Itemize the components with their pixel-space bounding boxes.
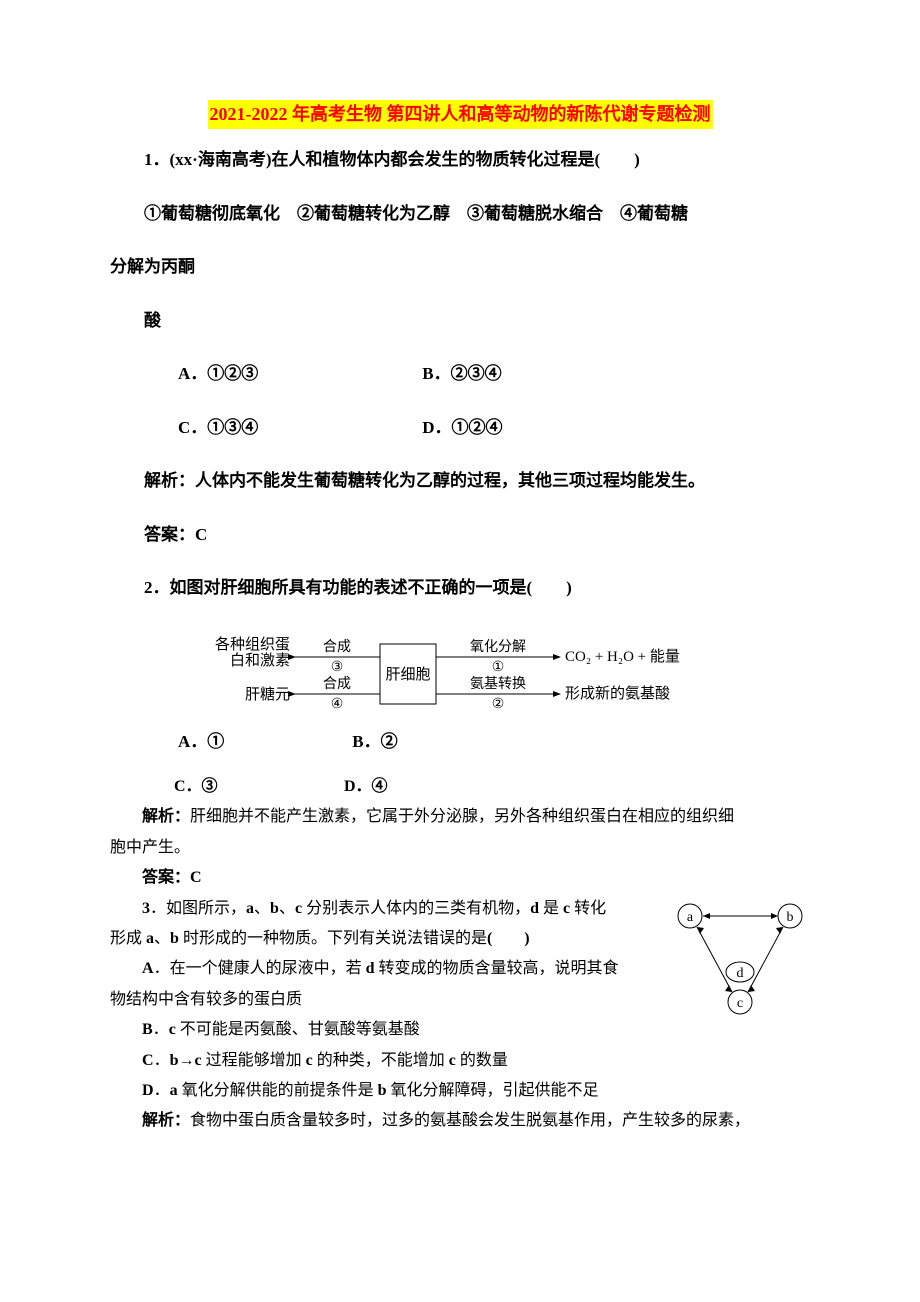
q2-arr1-bot: ① (492, 660, 505, 675)
q1-choices-enum: ①葡萄糖彻底氧化 ②葡萄糖转化为乙醇 ③葡萄糖脱水缩合 ④葡萄糖 (110, 201, 810, 227)
q3-node-d: d (737, 966, 744, 981)
q3-node-a: a (687, 910, 694, 925)
q2-jiexi-body1: 肝细胞并不能产生激素，它属于外分泌腺，另外各种组织蛋白在相应的组织细 (190, 808, 734, 825)
q2-optA: A．① (144, 729, 314, 755)
q2-jiexi-body2: 胞中产生。 (110, 833, 810, 863)
q3-optB: B．c 不可能是丙氨酸、甘氨酸等氨基酸 (142, 1021, 420, 1038)
q2-arr1-top: 氧化分解 (470, 639, 526, 655)
q1-answer: 答案：C (110, 522, 810, 548)
q2-jiexi-prefix: 解析： (142, 808, 190, 825)
q2-optC: C．③ (142, 772, 312, 802)
q3-line1: ．如图所示，a、b、c 分别表示人体内的三类有机物，d 是 c 转化 (150, 900, 606, 917)
q2-options-row1: A．① B．② (110, 729, 810, 755)
q3-node-b: b (787, 910, 794, 925)
q2-arr4-top: 合成 (323, 676, 351, 692)
q3-line2: 形成 a、b 时形成的一种物质。下列有关说法错误的是( ) (110, 930, 530, 947)
q2-right1: CO₂ + H₂O + 能量 (565, 648, 680, 665)
q3-optC: C．b→c 过程能够增加 c 的种类，不能增加 c 的数量 (142, 1052, 508, 1069)
q3-diagram: a b c d (670, 898, 810, 1029)
q2-optB: B．② (318, 729, 488, 755)
q2-left2: 肝糖元 (245, 686, 290, 703)
q3-jiexi-prefix: 解析： (142, 1112, 190, 1129)
q1-options-row1: A．①②③ B．②③④ (110, 361, 810, 387)
q2-arr2-top: 氨基转换 (470, 675, 526, 692)
q1-options-row2: C．①③④ D．①②④ (110, 415, 810, 441)
q1-choices-tail: 分解为丙酮 (110, 254, 810, 280)
q1-stem: 1．(xx·海南高考)在人和植物体内都会发生的物质转化过程是( ) (110, 147, 810, 173)
q2-left1b: 白和激素 (230, 652, 290, 669)
question-3: a b c d (110, 894, 810, 1137)
page-title: 2021-2022 年高考生物 第四讲人和高等动物的新陈代谢专题检测 (208, 100, 713, 129)
q1-optB: B．②③④ (388, 361, 628, 387)
q1-optC: C．①③④ (144, 415, 384, 441)
q1-jiexi: 解析：人体内不能发生葡萄糖转化为乙醇的过程，其他三项过程均能发生。 (110, 468, 810, 494)
q2-answer: 答案：C (142, 869, 202, 886)
q2-optD: D．④ (312, 772, 482, 802)
q2-right2: 形成新的氨基酸 (565, 685, 670, 702)
q2-diagram: 肝细胞 各种组织蛋 白和激素 肝糖元 合成 ③ 合成 ④ 氧化分解 ① CO₂ … (190, 629, 810, 719)
q3-node-c: c (737, 996, 743, 1011)
q2-arr4-bot: ④ (331, 697, 344, 712)
q1-suan: 酸 (110, 308, 810, 334)
q2-arr2-bot: ② (492, 697, 505, 712)
q1-optA: A．①②③ (144, 361, 384, 387)
q2-arr3-top: 合成 (323, 639, 351, 655)
q3-optD: D．a 氧化分解供能的前提条件是 b 氧化分解障碍，引起供能不足 (142, 1082, 599, 1099)
q3-jiexi-body: 食物中蛋白质含量较多时，过多的氨基酸会发生脱氨基作用，产生较多的尿素， (190, 1112, 750, 1129)
q1-optD: D．①②④ (388, 415, 628, 441)
q2-center: 肝细胞 (385, 666, 430, 683)
q2-left1a: 各种组织蛋 (215, 636, 290, 653)
question-1: 1．(xx·海南高考)在人和植物体内都会发生的物质转化过程是( ) (110, 147, 810, 173)
q2-arr3-bot: ③ (331, 660, 344, 675)
q2-stem: 2．如图对肝细胞所具有功能的表述不正确的一项是( ) (110, 575, 810, 601)
q3-optA: A．在一个健康人的尿液中，若 d 转变成的物质含量较高，说明其食 (142, 960, 619, 977)
